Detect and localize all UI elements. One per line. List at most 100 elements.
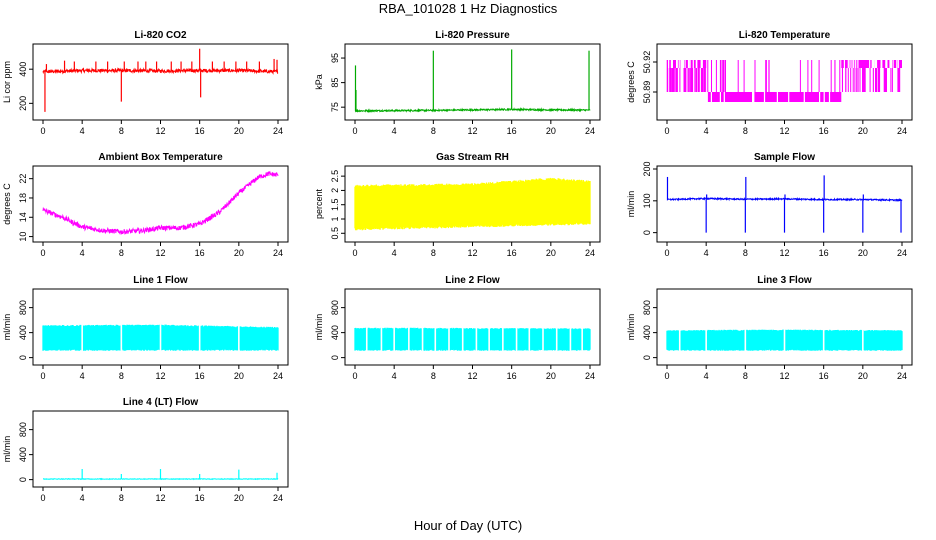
y-tick-label: 75 <box>330 102 340 112</box>
series-line <box>354 177 591 231</box>
y-tick-label: 800 <box>18 300 28 315</box>
x-tick-label: 24 <box>273 126 283 136</box>
y-tick-label: 85 <box>330 78 340 88</box>
x-tick-label: 16 <box>195 248 205 258</box>
plot-frame <box>32 43 289 121</box>
x-tick-label: 16 <box>507 126 517 136</box>
x-tick-label: 12 <box>155 126 165 136</box>
panel-3: Ambient Box Temperature degrees C 0 4 8 12 16 2… <box>2 152 289 258</box>
panel-title: Line 2 Flow <box>445 275 500 286</box>
x-tick-label: 12 <box>467 248 477 258</box>
y-tick-label: 400 <box>642 325 652 340</box>
y-tick-label: 50.89 <box>642 81 652 104</box>
x-tick-label: 24 <box>897 371 907 381</box>
x-tick-label: 4 <box>80 248 85 258</box>
y-tick-label: 800 <box>18 422 28 437</box>
x-tick-label: 0 <box>664 248 669 258</box>
x-tick-label: 12 <box>779 126 789 136</box>
series-line <box>42 67 279 75</box>
panel-title: Line 3 Flow <box>757 275 812 286</box>
panel-0: Li-820 CO2 Li cor ppm 0 4 8 12 16 20 24 200 400 <box>2 30 289 136</box>
x-tick-label: 4 <box>392 371 397 381</box>
x-tick-label: 20 <box>234 248 244 258</box>
panel-title: Line 1 Flow <box>133 275 188 286</box>
x-tick-label: 12 <box>467 371 477 381</box>
y-tick-label: 2 <box>330 188 340 193</box>
y-tick-label: 0 <box>18 355 28 360</box>
x-tick-label: 16 <box>195 493 205 503</box>
x-tick-label: 4 <box>80 126 85 136</box>
panel-2: Li-820 Temperature degrees C 0 4 8 12 16 20 24 50… <box>626 30 913 136</box>
x-tick-label: 16 <box>507 248 517 258</box>
y-tick-label: 0 <box>642 230 652 235</box>
y-tick-label: 0 <box>330 355 340 360</box>
x-tick-label: 24 <box>273 493 283 503</box>
y-tick-label: 10 <box>18 232 28 242</box>
y-tick-label: 200 <box>18 96 28 111</box>
y-tick-label: 95 <box>330 53 340 63</box>
x-tick-label: 20 <box>234 493 244 503</box>
y-tick-label: 50.92 <box>642 51 652 74</box>
y-axis-label: ml/min <box>2 314 12 341</box>
x-tick-label: 12 <box>155 493 165 503</box>
panel-9: Line 4 (LT) Flow ml/min 0 4 8 12 16 20 24 0 400 800 <box>2 397 289 503</box>
x-tick-label: 8 <box>119 126 124 136</box>
y-tick-label: 400 <box>18 325 28 340</box>
x-tick-label: 20 <box>858 371 868 381</box>
panel-title: Li-820 Temperature <box>739 30 831 41</box>
y-tick-label: 1 <box>330 216 340 221</box>
x-tick-label: 16 <box>195 371 205 381</box>
panel-title: Line 4 (LT) Flow <box>123 397 199 408</box>
y-tick-label: 800 <box>330 300 340 315</box>
y-tick-label: 22 <box>18 174 28 184</box>
x-tick-label: 12 <box>155 371 165 381</box>
y-tick-label: 200 <box>642 161 652 176</box>
panel-7: Line 2 Flow ml/min 0 4 8 12 16 20 24 0 400 800 <box>314 275 601 381</box>
main-title: RBA_101028 1 Hz Diagnostics <box>378 1 558 16</box>
y-axis-label: ml/min <box>626 191 636 218</box>
x-tick-label: 12 <box>155 248 165 258</box>
x-tick-label: 8 <box>119 493 124 503</box>
x-tick-label: 8 <box>431 371 436 381</box>
panel-title: Li-820 Pressure <box>435 30 510 41</box>
x-tick-label: 0 <box>664 126 669 136</box>
x-tick-label: 0 <box>40 493 45 503</box>
x-tick-label: 24 <box>273 248 283 258</box>
x-tick-label: 8 <box>431 126 436 136</box>
panel-1: Li-820 Pressure kPa 0 4 8 12 16 20 24 75 85 95 <box>314 30 601 136</box>
x-tick-label: 0 <box>352 126 357 136</box>
x-tick-label: 16 <box>819 248 829 258</box>
x-tick-label: 0 <box>664 371 669 381</box>
level-block <box>706 92 842 102</box>
x-tick-label: 12 <box>467 126 477 136</box>
y-tick-label: 400 <box>18 447 28 462</box>
x-tick-label: 20 <box>234 126 244 136</box>
panel-8: Line 3 Flow ml/min 0 4 8 12 16 20 24 0 400 800 <box>626 275 913 381</box>
x-tick-label: 4 <box>392 248 397 258</box>
y-tick-label: 2.5 <box>330 170 340 183</box>
x-tick-label: 4 <box>80 371 85 381</box>
y-axis-label: percent <box>314 188 324 219</box>
y-tick-label: 800 <box>642 300 652 315</box>
panel-title: Gas Stream RH <box>436 152 509 163</box>
y-axis-label: ml/min <box>626 314 636 341</box>
y-axis-label: degrees C <box>626 61 636 103</box>
panel-title: Ambient Box Temperature <box>98 152 223 163</box>
x-tick-label: 16 <box>819 126 829 136</box>
x-tick-label: 24 <box>585 248 595 258</box>
x-tick-label: 16 <box>507 371 517 381</box>
x-tick-label: 0 <box>40 371 45 381</box>
x-tick-label: 8 <box>743 371 748 381</box>
panel-4: Gas Stream RH percent 0 4 8 12 16 20 24 0.5 1 1.5 2 2… <box>314 152 601 258</box>
y-tick-label: 0 <box>18 477 28 482</box>
x-tick-label: 20 <box>546 371 556 381</box>
x-tick-label: 0 <box>40 126 45 136</box>
y-axis-label: ml/min <box>314 314 324 341</box>
series-line <box>354 327 591 351</box>
panel-5: Sample Flow ml/min 0 4 8 12 16 20 24 0 100 200 <box>626 152 913 258</box>
panel-6: Line 1 Flow ml/min 0 4 8 12 16 20 24 0 400 800 <box>2 275 289 381</box>
x-tick-label: 0 <box>352 248 357 258</box>
y-tick-label: 400 <box>18 62 28 77</box>
x-tick-label: 12 <box>779 248 789 258</box>
